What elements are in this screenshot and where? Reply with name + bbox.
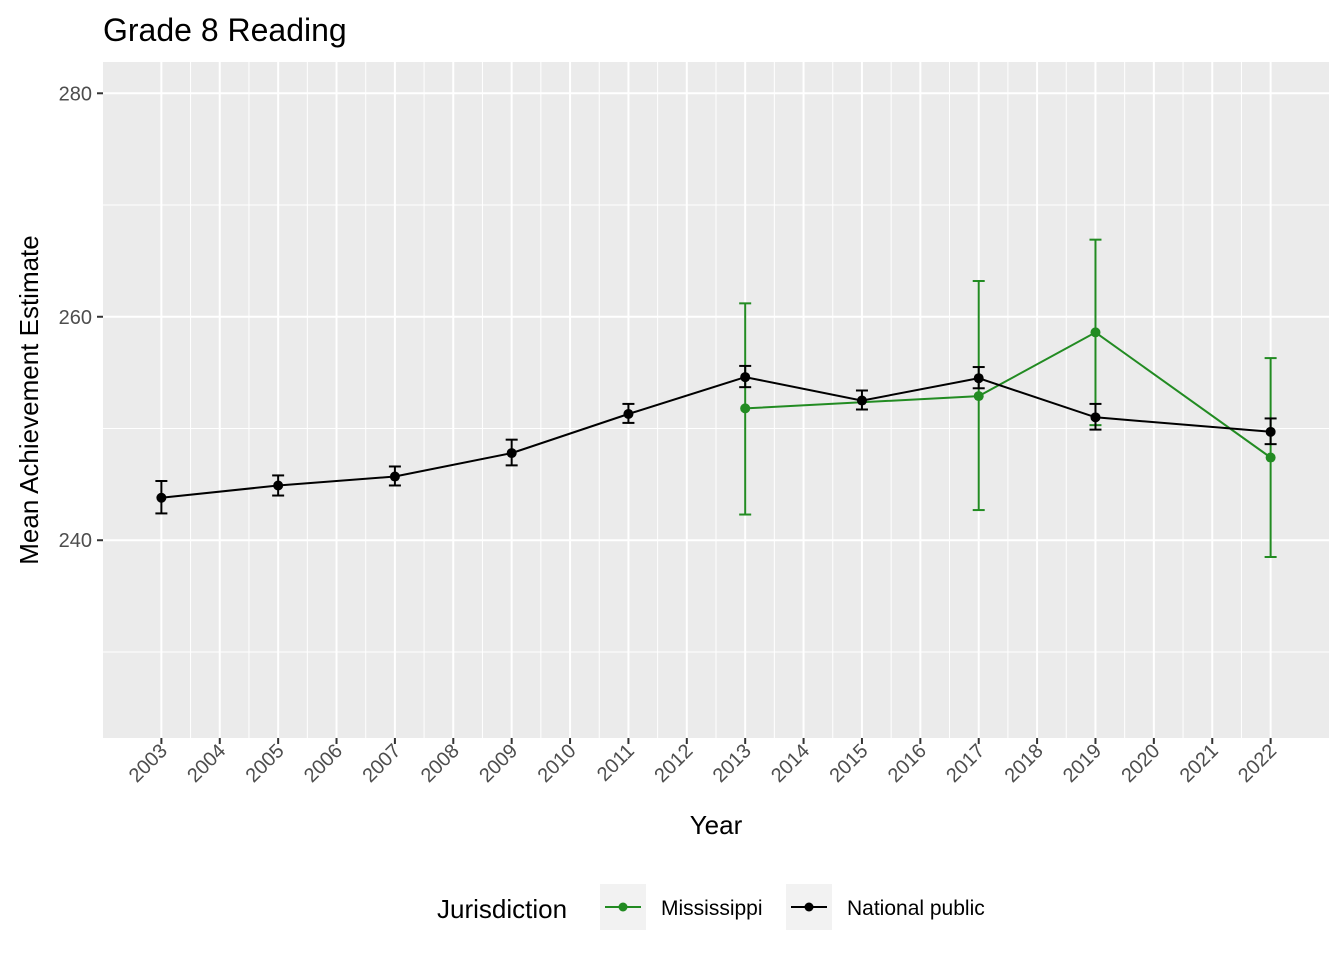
- x-tick-label: 2003: [125, 740, 172, 787]
- legend-key-point: [618, 902, 628, 912]
- data-point: [1090, 412, 1101, 423]
- x-tick-label: 2017: [942, 740, 989, 787]
- legend-title: Jurisdiction: [437, 894, 567, 924]
- y-tick-label: 240: [59, 530, 92, 552]
- x-tick-label: 2022: [1234, 740, 1281, 787]
- series-layer: [155, 238, 1277, 558]
- x-tick-label: 2019: [1059, 740, 1106, 787]
- data-point: [156, 492, 167, 503]
- x-tick-label: 2016: [884, 740, 931, 787]
- data-point: [506, 448, 517, 459]
- y-tick-label: 260: [59, 307, 92, 329]
- data-point: [1265, 452, 1276, 463]
- x-axis-label: Year: [690, 810, 743, 840]
- x-tick-label: 2008: [417, 740, 464, 787]
- series-line: [161, 376, 1271, 499]
- x-tick-label: 2020: [1117, 740, 1164, 787]
- x-tick-label: 2009: [475, 740, 522, 787]
- x-axis: 2003 2004 2005 2006 2007 2008 2009 2010 2011 2012…: [125, 738, 1281, 787]
- data-point: [1090, 327, 1101, 338]
- data-point: [273, 480, 284, 491]
- x-tick-label: 2018: [1001, 740, 1048, 787]
- legend: Jurisdiction Mississippi National public: [437, 884, 985, 930]
- x-tick-label: 2011: [593, 740, 639, 786]
- data-point: [740, 372, 751, 383]
- y-axis: 240 260 280: [59, 83, 103, 552]
- data-point: [389, 471, 400, 482]
- data-point: [1265, 426, 1276, 437]
- legend-items: Mississippi National public: [600, 884, 985, 930]
- data-point: [623, 408, 634, 419]
- data-point: [973, 391, 984, 402]
- major-gridlines: [103, 62, 1329, 738]
- x-tick-label: 2013: [709, 740, 756, 787]
- data-point: [856, 395, 867, 406]
- legend-key-point: [804, 902, 814, 912]
- y-tick-label: 280: [59, 83, 92, 105]
- data-point: [740, 403, 751, 414]
- legend-label: Mississippi: [661, 897, 763, 920]
- data-point: [973, 373, 984, 384]
- x-tick-label: 2004: [183, 740, 230, 787]
- x-tick-label: 2012: [650, 740, 697, 787]
- series-national-public: [155, 364, 1277, 515]
- x-tick-label: 2005: [242, 740, 289, 787]
- x-tick-label: 2006: [300, 740, 347, 787]
- x-tick-label: 2007: [358, 740, 405, 787]
- legend-label: National public: [847, 897, 985, 920]
- chart-title: Grade 8 Reading: [103, 12, 347, 48]
- x-tick-label: 2014: [767, 740, 814, 787]
- minor-gridlines: [103, 62, 1329, 738]
- x-tick-label: 2021: [1176, 740, 1223, 787]
- y-axis-label: Mean Achievement Estimate: [14, 235, 44, 565]
- x-tick-label: 2010: [534, 740, 581, 787]
- x-tick-label: 2015: [825, 740, 872, 787]
